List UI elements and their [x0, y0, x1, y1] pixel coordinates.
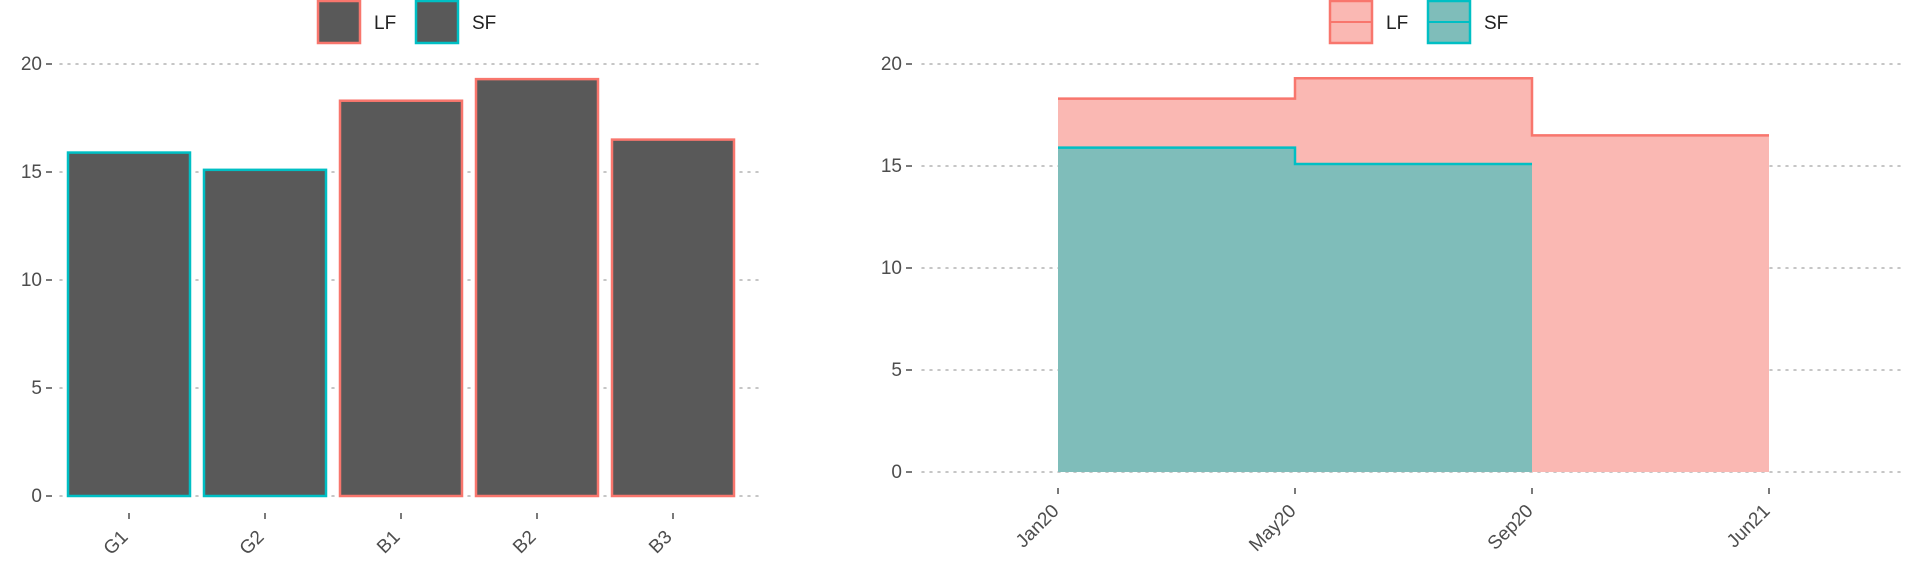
- bar-b3: [610, 138, 736, 498]
- bar-x-tick-label: B1: [373, 527, 404, 558]
- bar-y-tick-label: 0: [31, 486, 42, 507]
- area-y-tick-label: 5: [891, 360, 902, 381]
- bar-x-tick-label: B2: [509, 527, 540, 558]
- bar-legend-label-sf: SF: [472, 13, 496, 34]
- area-x-tick-label: Sep20: [1484, 501, 1538, 555]
- area-x-tick-label: Jan20: [1012, 501, 1063, 552]
- bar-legend-key-sf: [414, 0, 460, 45]
- area-legend-label-sf: SF: [1484, 13, 1508, 34]
- area-y-tick-label: 15: [881, 156, 902, 177]
- bar-legend-label-lf: LF: [374, 13, 396, 34]
- bar-legend-key-lf: [316, 0, 362, 45]
- bar-b1: [338, 99, 464, 498]
- area-legend-label-lf: LF: [1386, 13, 1408, 34]
- bar-y-tick-label: 15: [21, 162, 42, 183]
- bar-y-tick-label: 10: [21, 270, 42, 291]
- bar-g2: [202, 168, 328, 498]
- area-sf-line: [1058, 146, 1532, 166]
- area-x-tick-label: May20: [1245, 501, 1300, 556]
- area-y-tick-label: 10: [881, 258, 902, 279]
- area-x-tick-label: Jun21: [1723, 501, 1774, 552]
- area-y-tick-label: 20: [881, 54, 902, 75]
- step-area-chart: 0 5 10 15 20 LF SF Jan20 May20 Sep20 Jun21: [881, 0, 1906, 556]
- bar-b2: [474, 77, 600, 498]
- bar-g1: [66, 151, 192, 498]
- bar-x-tick-label: G2: [236, 527, 269, 560]
- bar-x-tick-label: G1: [100, 527, 133, 560]
- area-lf-line: [1058, 77, 1769, 137]
- bar-y-tick-label: 20: [21, 54, 42, 75]
- bar-x-tick-label: B3: [645, 527, 676, 558]
- bar-y-tick-label: 5: [31, 378, 42, 399]
- area-y-tick-label: 0: [891, 462, 902, 483]
- bar-chart: 0 5 10 15 20 LF SF G1 G2 B1 B2 B3: [21, 0, 761, 560]
- area-sf-fill: [1058, 147, 1532, 472]
